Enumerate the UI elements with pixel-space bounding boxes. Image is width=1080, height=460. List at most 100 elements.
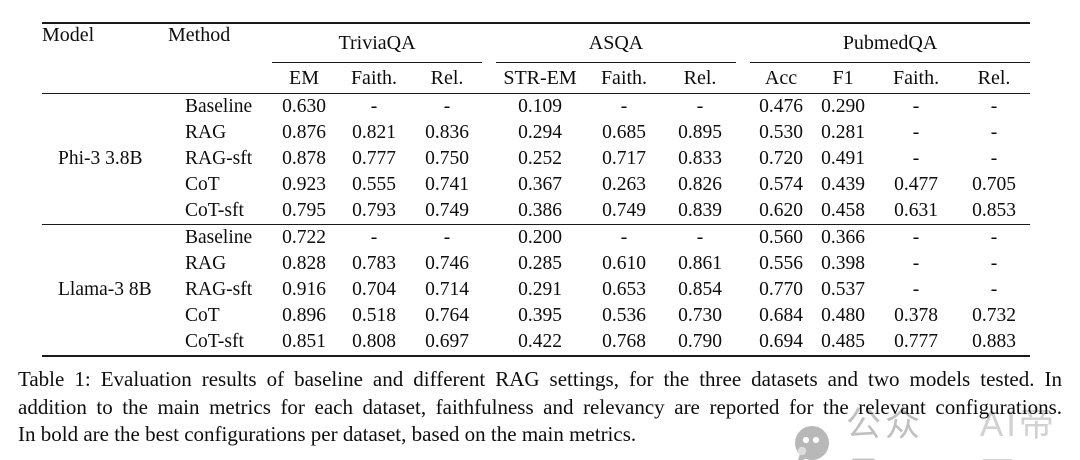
- cell-value: 0.285: [518, 253, 562, 274]
- cell-value: 0.485: [812, 329, 875, 357]
- cell-value: 0.704: [352, 279, 396, 300]
- cell-value: 0.697: [412, 329, 482, 357]
- cell-value: 0.367: [518, 174, 562, 195]
- cell-value: 0.109: [518, 96, 562, 117]
- table-row: RAG-sft 0.878 0.777 0.750 0.252 0.717 0.…: [42, 146, 1030, 172]
- cell-value: -: [443, 96, 451, 117]
- cell-value: 0.458: [821, 200, 865, 221]
- table-row: RAG 0.876 0.821 0.836 0.294 0.685 0.895 …: [42, 120, 1030, 146]
- subheader-faith-pubmed: Faith.: [874, 62, 959, 94]
- cell-value: 0.793: [352, 200, 396, 221]
- cell-value: 0.839: [678, 200, 722, 221]
- method-label: CoT: [185, 174, 220, 195]
- cell-value: 0.717: [602, 148, 646, 169]
- cell-value: 0.476: [759, 96, 803, 117]
- cell-value-best: 0.491: [821, 148, 865, 169]
- cell-value-best: 0.916: [282, 279, 326, 300]
- watermark-name: AI帝国: [979, 405, 1057, 460]
- cell-value: 0.395: [518, 305, 562, 326]
- cell-value: 0.281: [821, 122, 865, 143]
- cell-value: 0.294: [518, 122, 562, 143]
- cell-value: 0.851: [272, 329, 336, 357]
- subheader-rel-pubmed: Rel.: [958, 62, 1031, 94]
- table-row: CoT 0.896 0.518 0.764 0.395 0.536 0.730 …: [42, 303, 1030, 329]
- model-label-phi3: Phi-3 3.8B: [42, 93, 168, 225]
- cell-value: -: [912, 279, 920, 300]
- cell-value: 0.876: [282, 122, 326, 143]
- cell-value: 0.730: [678, 305, 722, 326]
- cell-value: 0.530: [759, 122, 803, 143]
- cell-value: -: [990, 122, 998, 143]
- column-spacer: [736, 23, 751, 94]
- cell-value: 0.741: [425, 174, 469, 195]
- cell-value: -: [990, 279, 998, 300]
- cell-value: 0.685: [602, 122, 646, 143]
- cell-value: 0.263: [602, 174, 646, 195]
- results-table: Model Method TriviaQA ASQA PubmedQA EM F…: [42, 22, 1031, 357]
- subheader-rel-asqa: Rel.: [664, 62, 737, 94]
- cell-value: 0.620: [759, 200, 803, 221]
- cell-value: 0.705: [972, 174, 1016, 195]
- cell-value: 0.714: [425, 279, 469, 300]
- caption-line: addition to the main metrics for each da…: [18, 394, 1062, 419]
- cell-value: 0.828: [282, 253, 326, 274]
- cell-value: 0.768: [584, 329, 664, 357]
- cell-value: 0.378: [894, 305, 938, 326]
- cell-value: -: [874, 224, 959, 251]
- cell-value: -: [336, 224, 412, 251]
- cell-value: 0.783: [352, 253, 396, 274]
- method-label: Baseline: [185, 96, 253, 117]
- method-label: Baseline: [168, 224, 272, 251]
- method-label: CoT-sft: [168, 329, 272, 357]
- cell-value: 0.536: [602, 305, 646, 326]
- subheader-faith-asqa: Faith.: [584, 62, 664, 94]
- cell-value: 0.556: [759, 253, 803, 274]
- cell-value: -: [990, 148, 998, 169]
- cell-value: 0.477: [894, 174, 938, 195]
- chat-bubble-icon: [790, 423, 832, 460]
- cell-value: -: [958, 224, 1031, 251]
- cell-value: 0.896: [282, 305, 326, 326]
- cell-value: 0.777: [874, 329, 959, 357]
- model-label-llama3: Llama-3 8B: [42, 224, 168, 357]
- cell-value: 0.518: [352, 305, 396, 326]
- cell-value: -: [912, 253, 920, 274]
- cell-value: 0.853: [972, 200, 1016, 221]
- cell-value: 0.861: [678, 253, 722, 274]
- cell-value: -: [990, 253, 998, 274]
- cell-value: 0.790: [664, 329, 737, 357]
- table-row: CoT 0.923 0.555 0.741 0.367 0.263 0.826 …: [42, 172, 1030, 198]
- cell-value: 0.200: [496, 224, 584, 251]
- cell-value: 0.398: [821, 253, 865, 274]
- cell-value: 0.252: [518, 148, 562, 169]
- method-label: CoT-sft: [185, 200, 244, 221]
- cell-value: 0.854: [678, 279, 722, 300]
- cell-value-best: 0.923: [282, 174, 326, 195]
- cell-value: 0.749: [602, 200, 646, 221]
- watermark-label: 公众号: [846, 405, 925, 460]
- cell-value: 0.777: [352, 148, 396, 169]
- cell-value-best: 0.422: [496, 329, 584, 357]
- subheader-rel-trivia: Rel.: [412, 62, 482, 94]
- cell-value: 0.722: [272, 224, 336, 251]
- cell-value: 0.808: [336, 329, 412, 357]
- cell-value: 0.826: [678, 174, 722, 195]
- watermark: 公众号 AI帝国: [790, 396, 1080, 460]
- cell-value: -: [412, 224, 482, 251]
- cell-value: 0.560: [750, 224, 813, 251]
- cell-value: -: [584, 224, 664, 251]
- cell-value: 0.555: [352, 174, 396, 195]
- subheader-acc: Acc: [750, 62, 813, 94]
- caption-line: Table 1: Evaluation results of baseline …: [18, 367, 1062, 391]
- subheader-em: EM: [272, 62, 336, 94]
- cell-value: 0.836: [425, 122, 469, 143]
- table-row: CoT-sft 0.795 0.793 0.749 0.386 0.749 0.…: [42, 198, 1030, 225]
- cell-value: 0.895: [678, 122, 722, 143]
- cell-value: 0.439: [821, 174, 865, 195]
- column-spacer: [482, 23, 496, 94]
- caption-line: In bold are the best configurations per …: [18, 422, 637, 446]
- table-row: RAG 0.828 0.783 0.746 0.285 0.610 0.861 …: [42, 251, 1030, 277]
- cell-value-best: 0.537: [821, 279, 865, 300]
- cell-value: 0.883: [958, 329, 1031, 357]
